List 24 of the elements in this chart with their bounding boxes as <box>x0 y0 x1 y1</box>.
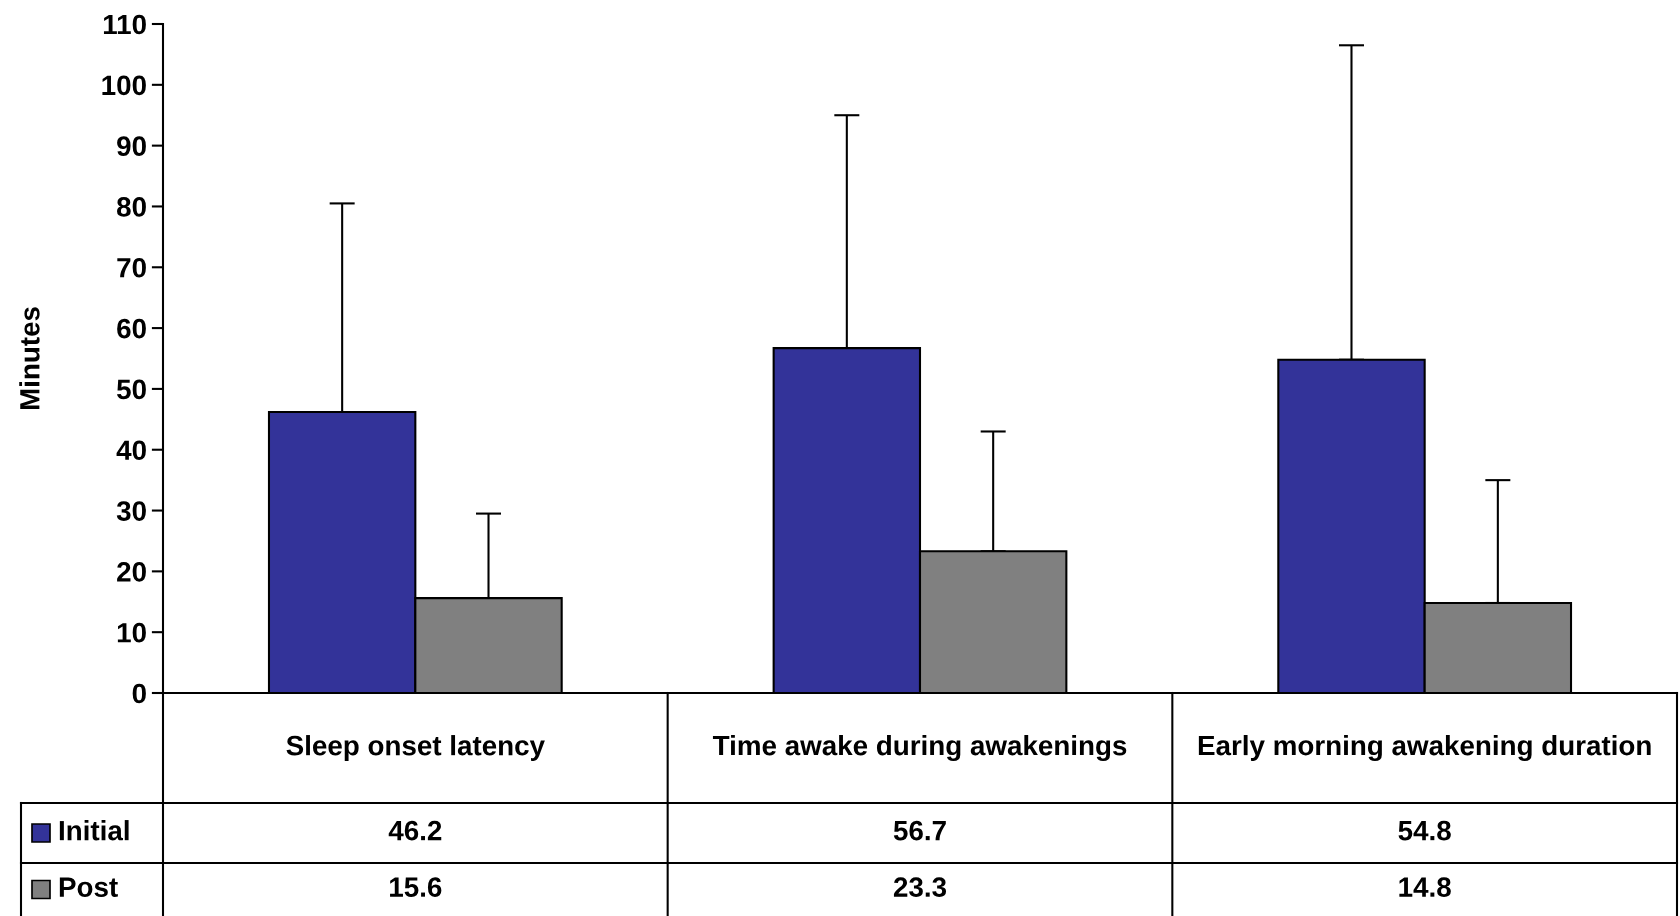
y-tick-label: 20 <box>117 562 146 582</box>
legend-label: Post <box>59 877 118 897</box>
y-tick-label: 80 <box>117 197 146 217</box>
y-tick-label: 10 <box>117 622 146 643</box>
y-tick-label: 90 <box>117 136 146 156</box>
y-axis-title: Minutes <box>19 307 40 410</box>
y-tick-label: 40 <box>116 440 146 461</box>
x-tick-label: Time awake during awakenings <box>712 734 1127 762</box>
data-label: 46.2 <box>388 820 442 841</box>
legend-label: Initial <box>59 820 129 841</box>
y-tick-label: 60 <box>117 318 146 339</box>
x-tick-label: Early morning awakening duration <box>1198 734 1651 762</box>
data-label: 14.8 <box>1399 877 1451 897</box>
data-label: 54.8 <box>1398 820 1451 841</box>
y-tick-label: 50 <box>116 379 146 400</box>
y-tick-label: 0 <box>132 683 146 704</box>
data-label: 23.3 <box>893 877 947 897</box>
x-tick-label: Sleep onset latency <box>286 735 545 761</box>
y-tick-label: 70 <box>117 257 146 278</box>
y-tick-label: 110 <box>103 14 146 35</box>
data-label: 56.7 <box>893 820 946 841</box>
data-label: 15.6 <box>390 877 442 897</box>
y-tick-label: 30 <box>116 501 146 521</box>
y-tick-label: 100 <box>102 75 146 96</box>
